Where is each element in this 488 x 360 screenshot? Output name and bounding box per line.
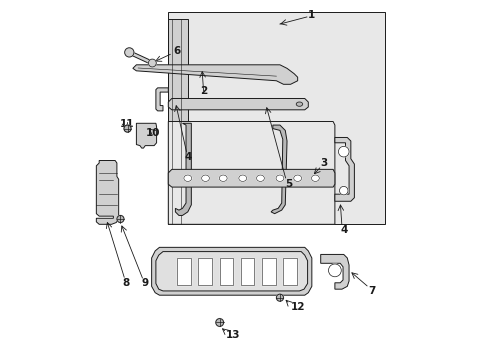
Ellipse shape: [296, 102, 302, 106]
Bar: [219, 258, 233, 284]
Text: 13: 13: [225, 330, 240, 340]
Polygon shape: [168, 19, 187, 224]
Ellipse shape: [256, 175, 264, 181]
Bar: [283, 258, 296, 284]
Ellipse shape: [276, 175, 283, 181]
Text: 3: 3: [320, 158, 327, 168]
Polygon shape: [270, 125, 286, 214]
Circle shape: [276, 294, 283, 301]
Polygon shape: [320, 255, 348, 289]
Bar: [241, 258, 254, 284]
Polygon shape: [334, 138, 354, 201]
Circle shape: [339, 186, 347, 195]
Polygon shape: [128, 51, 153, 64]
Ellipse shape: [219, 175, 226, 181]
Text: 6: 6: [173, 46, 181, 56]
Text: 1: 1: [307, 10, 315, 20]
Text: 4: 4: [340, 225, 347, 235]
Text: 4: 4: [184, 152, 191, 162]
Bar: [198, 258, 211, 284]
Circle shape: [148, 59, 156, 67]
Bar: [198, 258, 211, 284]
Circle shape: [124, 125, 131, 132]
Circle shape: [338, 146, 348, 157]
Bar: [262, 258, 275, 284]
Polygon shape: [151, 247, 311, 295]
Text: 9: 9: [142, 279, 148, 288]
Text: 5: 5: [285, 179, 292, 189]
Bar: [219, 258, 233, 284]
Ellipse shape: [311, 175, 319, 181]
Bar: [241, 258, 254, 284]
Circle shape: [215, 319, 223, 327]
Polygon shape: [168, 122, 334, 224]
Text: 2: 2: [200, 86, 207, 96]
Ellipse shape: [238, 175, 246, 181]
Polygon shape: [96, 161, 119, 224]
Polygon shape: [156, 88, 168, 111]
Circle shape: [117, 215, 124, 222]
Polygon shape: [168, 169, 334, 187]
Polygon shape: [156, 252, 307, 291]
Text: 10: 10: [145, 128, 160, 138]
Polygon shape: [175, 123, 191, 215]
Polygon shape: [133, 65, 297, 84]
Polygon shape: [136, 123, 156, 148]
Text: 12: 12: [290, 302, 305, 312]
Ellipse shape: [183, 175, 191, 181]
Ellipse shape: [293, 175, 301, 181]
Text: 8: 8: [122, 278, 129, 288]
Bar: [177, 258, 190, 284]
Circle shape: [124, 48, 134, 57]
Polygon shape: [168, 12, 384, 224]
Circle shape: [328, 264, 341, 277]
Text: 11: 11: [120, 119, 134, 129]
Bar: [177, 258, 190, 284]
Text: 7: 7: [368, 285, 375, 296]
Polygon shape: [168, 99, 307, 110]
Bar: [262, 258, 275, 284]
Bar: [283, 258, 296, 284]
Ellipse shape: [201, 175, 209, 181]
